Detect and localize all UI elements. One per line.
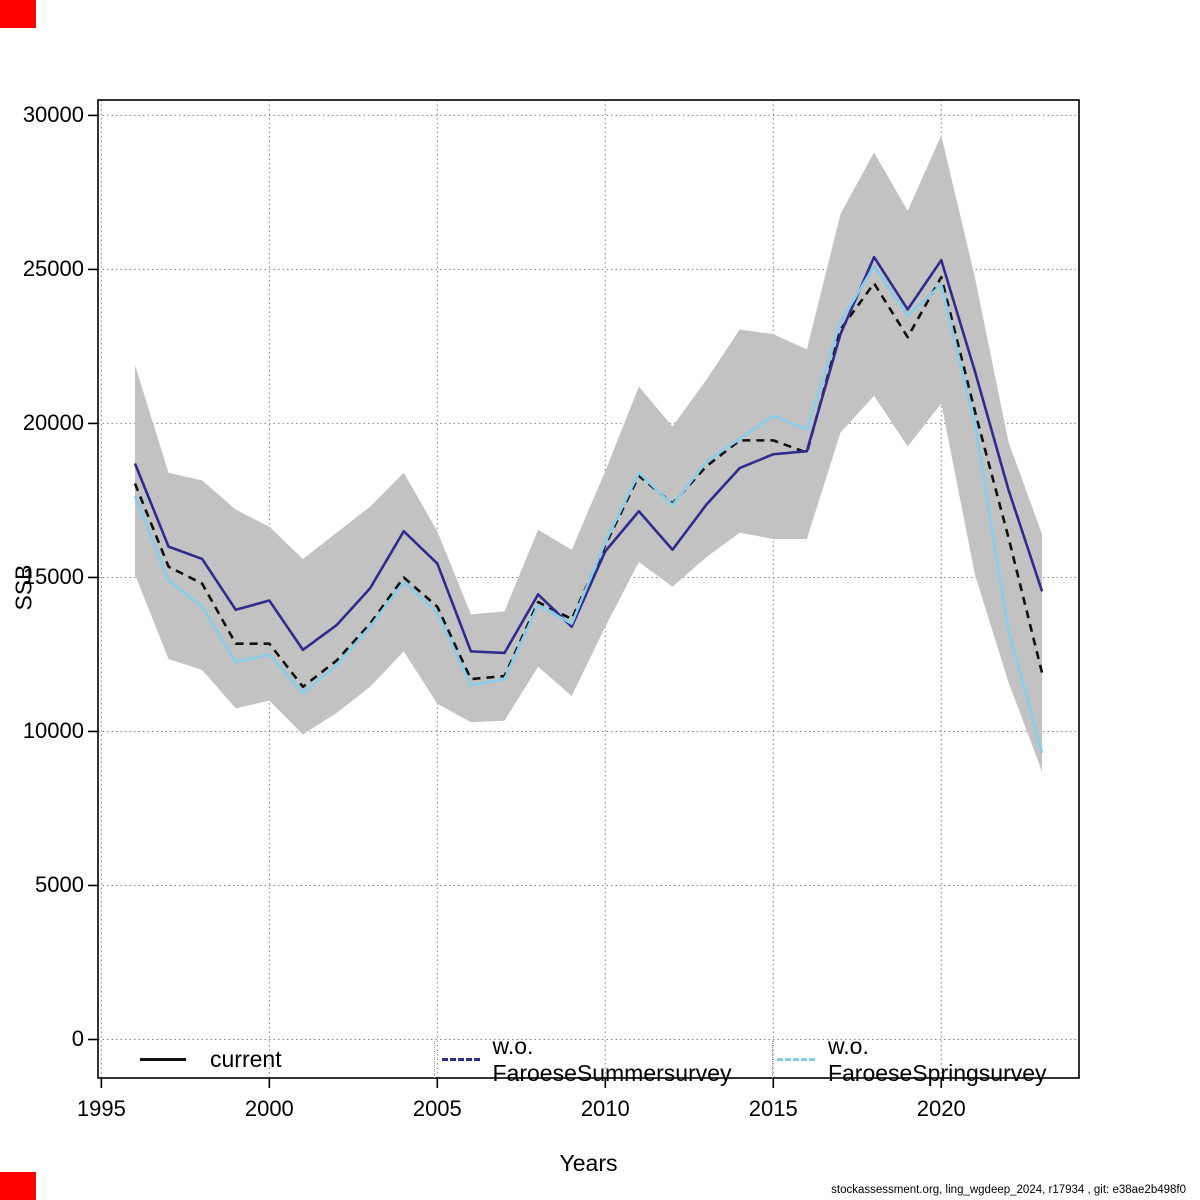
legend-item-summersurvey: w.o. FaroeseSummersurvey [433,1033,772,1086]
legend: current w.o. FaroeseSummersurvey w.o. Fa… [98,1033,1079,1086]
y-tick-label: 15000 [22,564,84,590]
y-tick-label: 25000 [22,256,84,282]
y-tick-label: 10000 [22,718,84,744]
y-tick-label: 30000 [22,102,84,128]
red-corner-marker-top-left [0,0,36,28]
legend-line-sample-summersurvey [441,1058,480,1061]
x-tick-label: 2020 [916,1096,966,1121]
y-tick-label: 0 [71,1026,84,1052]
x-tick-label: 2015 [748,1096,798,1121]
x-tick-label: 2000 [244,1096,294,1121]
plot-border [97,99,1080,1079]
x-tick-label: 2005 [412,1096,462,1121]
y-tick-label: 5000 [35,872,84,898]
legend-item-springsurvey: w.o. FaroeseSpringsurvey [771,1033,1079,1086]
legend-label-springsurvey: w.o. FaroeseSpringsurvey [827,1032,1047,1086]
source-attribution: stockassessment.org, ling_wgdeep_2024, r… [831,1184,1186,1196]
y-axis-title: SSB [10,564,37,611]
confidence-band [134,135,1043,772]
red-corner-marker-bottom-left [0,1172,36,1200]
x-tick-label: 1995 [76,1096,126,1121]
x-tick-label: 2010 [580,1096,630,1121]
series-line-1 [133,255,1044,655]
legend-label-current: current [210,1046,282,1072]
x-axis-title: Years [559,1150,618,1176]
legend-line-sample-springsurvey [776,1058,815,1061]
legend-line-sample-current [140,1058,186,1061]
y-tick-label: 20000 [22,410,84,436]
legend-item-current: current [98,1041,434,1078]
legend-label-summersurvey: w.o. FaroeseSummersurvey [492,1032,732,1086]
series-line-0 [133,275,1044,689]
series-line-2 [133,265,1044,754]
